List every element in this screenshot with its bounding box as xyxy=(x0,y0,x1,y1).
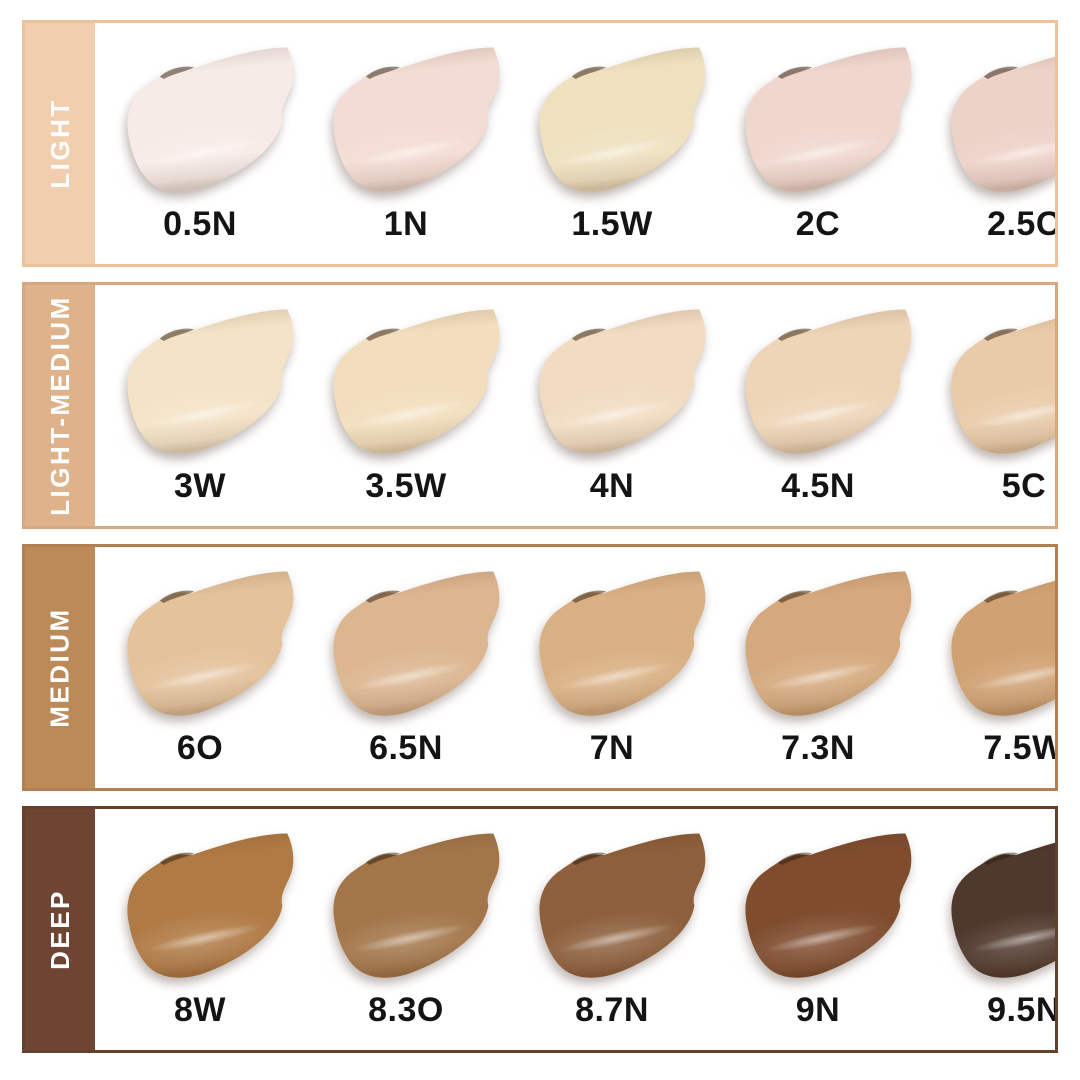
smear-swatch xyxy=(519,47,706,205)
swatch-cell: 8.7N xyxy=(509,809,715,1050)
swatch-grid: 3W 3.5W 4N 4.5N 5C xyxy=(95,285,1055,526)
row-label: DEEP xyxy=(44,889,75,970)
shade-label: 9N xyxy=(795,991,841,1029)
shade-label: 1N xyxy=(383,205,429,243)
swatch-cell: 3.5W xyxy=(303,285,509,526)
swatch-cell: 3W xyxy=(97,285,303,526)
shade-label: 7N xyxy=(589,729,635,767)
smear-swatch xyxy=(313,309,500,467)
smear-swatch xyxy=(107,833,294,991)
swatch-grid: 0.5N 1N 1.5W 2C 2.5C xyxy=(95,23,1055,264)
swatch-cell: 4N xyxy=(509,285,715,526)
smear-swatch xyxy=(725,833,912,991)
shade-row-medium: MEDIUM 6O 6.5N 7N 7.3N 7.5W xyxy=(22,544,1058,791)
shade-label: 7.5W xyxy=(983,729,1055,767)
swatch-cell: 8W xyxy=(97,809,303,1050)
swatch-cell: 1N xyxy=(303,23,509,264)
swatch-cell: 4.5N xyxy=(715,285,921,526)
shade-label: 9.5N xyxy=(987,991,1055,1029)
shade-label: 8.3O xyxy=(368,991,444,1029)
shade-label: 6O xyxy=(176,729,224,767)
shade-label: 4.5N xyxy=(781,467,855,505)
smear-swatch xyxy=(313,833,500,991)
swatch-grid: 6O 6.5N 7N 7.3N 7.5W xyxy=(95,547,1055,788)
smear-swatch xyxy=(725,571,912,729)
smear-swatch xyxy=(107,309,294,467)
swatch-cell: 6.5N xyxy=(303,547,509,788)
smear-swatch xyxy=(519,571,706,729)
smear-swatch xyxy=(107,571,294,729)
swatch-cell: 5C xyxy=(921,285,1055,526)
shade-label: 4N xyxy=(589,467,635,505)
shade-label: 7.3N xyxy=(781,729,855,767)
swatch-cell: 7.3N xyxy=(715,547,921,788)
swatch-cell: 7N xyxy=(509,547,715,788)
smear-swatch xyxy=(931,833,1055,991)
swatch-cell: 9.5N xyxy=(921,809,1055,1050)
smear-swatch xyxy=(931,309,1055,467)
swatch-cell: 1.5W xyxy=(509,23,715,264)
swatch-cell: 2C xyxy=(715,23,921,264)
row-sidebar: DEEP xyxy=(25,809,95,1050)
row-sidebar: LIGHT-MEDIUM xyxy=(25,285,95,526)
smear-swatch xyxy=(313,571,500,729)
smear-swatch xyxy=(931,571,1055,729)
smear-swatch xyxy=(313,47,500,205)
row-label: MEDIUM xyxy=(44,607,75,728)
smear-swatch xyxy=(725,47,912,205)
shade-label: 3.5W xyxy=(365,467,447,505)
shade-row-deep: DEEP 8W 8.3O 8.7N 9N 9.5N xyxy=(22,806,1058,1053)
smear-swatch xyxy=(725,309,912,467)
shade-label: 5C xyxy=(1001,467,1047,505)
shade-label: 1.5W xyxy=(571,205,653,243)
shade-label: 8W xyxy=(174,991,226,1029)
shade-label: 8.7N xyxy=(575,991,649,1029)
swatch-cell: 9N xyxy=(715,809,921,1050)
swatch-cell: 7.5W xyxy=(921,547,1055,788)
shade-label: 2C xyxy=(795,205,841,243)
smear-swatch xyxy=(519,309,706,467)
swatch-cell: 0.5N xyxy=(97,23,303,264)
swatch-cell: 2.5C xyxy=(921,23,1055,264)
row-label: LIGHT xyxy=(44,98,75,189)
shade-label: 6.5N xyxy=(369,729,443,767)
shade-row-light-medium: LIGHT-MEDIUM 3W 3.5W 4N 4.5N 5C xyxy=(22,282,1058,529)
row-sidebar: MEDIUM xyxy=(25,547,95,788)
shade-label: 2.5C xyxy=(987,205,1055,243)
row-sidebar: LIGHT xyxy=(25,23,95,264)
row-label: LIGHT-MEDIUM xyxy=(44,295,75,516)
swatch-cell: 6O xyxy=(97,547,303,788)
swatch-grid: 8W 8.3O 8.7N 9N 9.5N xyxy=(95,809,1055,1050)
smear-swatch xyxy=(107,47,294,205)
swatch-cell: 8.3O xyxy=(303,809,509,1050)
smear-swatch xyxy=(931,47,1055,205)
smear-swatch xyxy=(519,833,706,991)
shade-row-light: LIGHT 0.5N 1N 1.5W 2C 2.5C xyxy=(22,20,1058,267)
shade-label: 3W xyxy=(174,467,226,505)
shade-label: 0.5N xyxy=(163,205,237,243)
